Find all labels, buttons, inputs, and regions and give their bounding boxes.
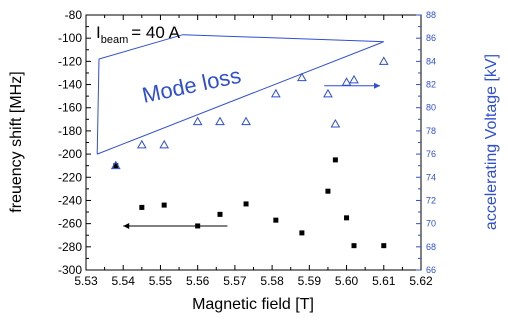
right-tick-label: 84 bbox=[426, 56, 436, 66]
frequency-shift-series bbox=[113, 157, 386, 248]
frequency-shift-point bbox=[344, 215, 349, 220]
left-tick-label: -120 bbox=[58, 54, 82, 68]
right-tick-label: 88 bbox=[426, 10, 436, 20]
plot-frame bbox=[86, 15, 421, 270]
right-tick-label: 70 bbox=[426, 219, 436, 229]
frequency-shift-point bbox=[244, 201, 249, 206]
mode-loss-region bbox=[97, 35, 384, 154]
right-tick-label: 82 bbox=[426, 80, 436, 90]
left-tick-labels: -300-280-260-240-220-200-180-160-140-120… bbox=[58, 8, 82, 277]
left-tick-label: -200 bbox=[58, 147, 82, 161]
x-tick-label: 5.55 bbox=[149, 274, 173, 288]
right-tick-label: 72 bbox=[426, 195, 436, 205]
frequency-shift-point bbox=[218, 212, 223, 217]
left-axis-title: freuency shift [MHz] bbox=[8, 71, 25, 212]
x-tick-label: 5.54 bbox=[112, 274, 136, 288]
left-tick-label: -260 bbox=[58, 217, 82, 231]
right-tick-label: 80 bbox=[426, 103, 436, 113]
left-tick-label: -160 bbox=[58, 101, 82, 115]
frequency-shift-point bbox=[273, 218, 278, 223]
x-tick-label: 5.56 bbox=[186, 274, 210, 288]
right-tick-label: 86 bbox=[426, 33, 436, 43]
beam-label-sub: beam bbox=[101, 34, 129, 46]
right-axis-arrow-head bbox=[374, 83, 380, 89]
x-tick-labels: 5.53 5.54 5.55 5.56 5.57 5.58 5.59 5.60 5.61 5.62 bbox=[74, 274, 433, 288]
frequency-shift-point bbox=[381, 243, 386, 248]
mode-loss-outline bbox=[97, 35, 384, 154]
left-tick-label: -280 bbox=[58, 240, 82, 254]
voltage-point bbox=[272, 90, 280, 97]
frequency-shift-point bbox=[352, 243, 357, 248]
axis-ticks bbox=[86, 15, 421, 270]
x-tick-label: 5.58 bbox=[260, 274, 284, 288]
voltage-point bbox=[194, 118, 202, 125]
x-tick-label: 5.59 bbox=[298, 274, 322, 288]
right-tick-label: 76 bbox=[426, 149, 436, 159]
x-tick-label: 5.60 bbox=[335, 274, 359, 288]
left-tick-label: -80 bbox=[65, 8, 83, 22]
voltage-point bbox=[160, 141, 168, 148]
frequency-shift-point bbox=[139, 205, 144, 210]
left-tick-label: -140 bbox=[58, 78, 82, 92]
left-tick-label: -100 bbox=[58, 31, 82, 45]
voltage-series bbox=[112, 57, 388, 168]
right-tick-label: 68 bbox=[426, 242, 436, 252]
x-axis-title: Magnetic field [T] bbox=[192, 296, 314, 313]
left-tick-label: -220 bbox=[58, 170, 82, 184]
voltage-point bbox=[343, 78, 351, 85]
right-tick-label: 78 bbox=[426, 126, 436, 136]
right-axis-title: accelerating Voltage [kV] bbox=[483, 54, 500, 230]
voltage-point bbox=[331, 120, 339, 127]
frequency-shift-point bbox=[325, 189, 330, 194]
voltage-point bbox=[242, 118, 250, 125]
voltage-point bbox=[324, 90, 332, 97]
mode-loss-label: Mode loss bbox=[140, 63, 243, 108]
frequency-shift-point bbox=[333, 157, 338, 162]
frequency-shift-point bbox=[162, 203, 167, 208]
x-tick-label: 5.61 bbox=[372, 274, 396, 288]
beam-label: Ibeam = 40 A bbox=[96, 23, 181, 46]
x-tick-label: 5.53 bbox=[74, 274, 98, 288]
voltage-point bbox=[350, 76, 358, 83]
right-tick-label: 74 bbox=[426, 172, 436, 182]
beam-label-rest: = 40 A bbox=[131, 23, 180, 42]
left-tick-label: -240 bbox=[58, 193, 82, 207]
left-axis-arrow-head bbox=[123, 223, 129, 229]
voltage-point bbox=[138, 141, 146, 148]
x-tick-label: 5.62 bbox=[409, 274, 433, 288]
frequency-shift-point bbox=[299, 230, 304, 235]
voltage-point bbox=[216, 118, 224, 125]
voltage-point bbox=[380, 57, 388, 64]
left-tick-label: -180 bbox=[58, 124, 82, 138]
x-tick-label: 5.57 bbox=[223, 274, 247, 288]
